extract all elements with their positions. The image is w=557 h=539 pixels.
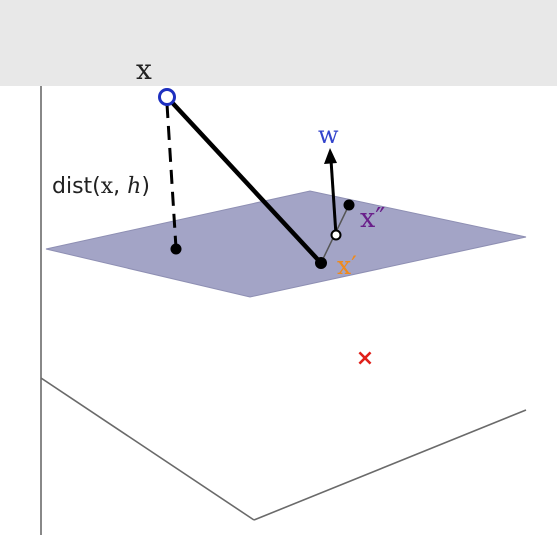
distance-dashed-line xyxy=(165,103,178,249)
x-double-prime-label: x″ xyxy=(360,203,385,234)
segment-x-to-x-prime xyxy=(165,95,323,265)
x-label: x xyxy=(136,53,152,86)
dist-label-comma: , xyxy=(113,174,127,199)
x-prime-point xyxy=(315,257,327,269)
x-point-circle xyxy=(158,88,176,106)
box-bottom-left-edge xyxy=(40,377,255,521)
dist-label-prefix: dist( xyxy=(52,174,101,199)
w-label: w xyxy=(318,121,339,149)
dist-label-h: h xyxy=(127,174,141,199)
w-base-point xyxy=(330,229,342,241)
x-prime-label: x′ xyxy=(337,251,357,280)
w-vector-arrowhead xyxy=(324,148,337,164)
projection-point xyxy=(170,243,182,255)
dist-label: dist(x, h) xyxy=(52,174,150,199)
w-vector-shaft xyxy=(329,159,338,236)
box-bottom-right-edge xyxy=(253,409,527,521)
hyperplane xyxy=(45,190,527,298)
top-band xyxy=(0,0,557,86)
x-double-prime-point xyxy=(343,199,355,211)
dist-label-x: x xyxy=(101,174,114,199)
red-cross-marker: × xyxy=(356,346,374,371)
dist-label-suffix: ) xyxy=(141,174,150,199)
